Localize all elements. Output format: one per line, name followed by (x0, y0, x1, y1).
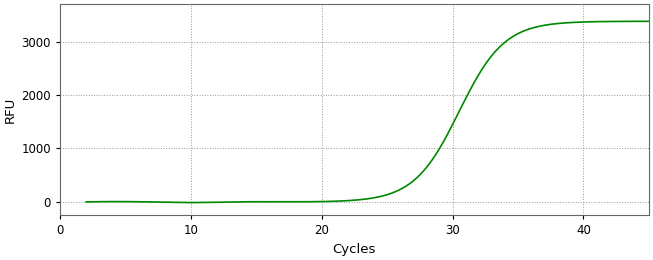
Y-axis label: RFU: RFU (4, 96, 17, 123)
X-axis label: Cycles: Cycles (333, 243, 376, 256)
